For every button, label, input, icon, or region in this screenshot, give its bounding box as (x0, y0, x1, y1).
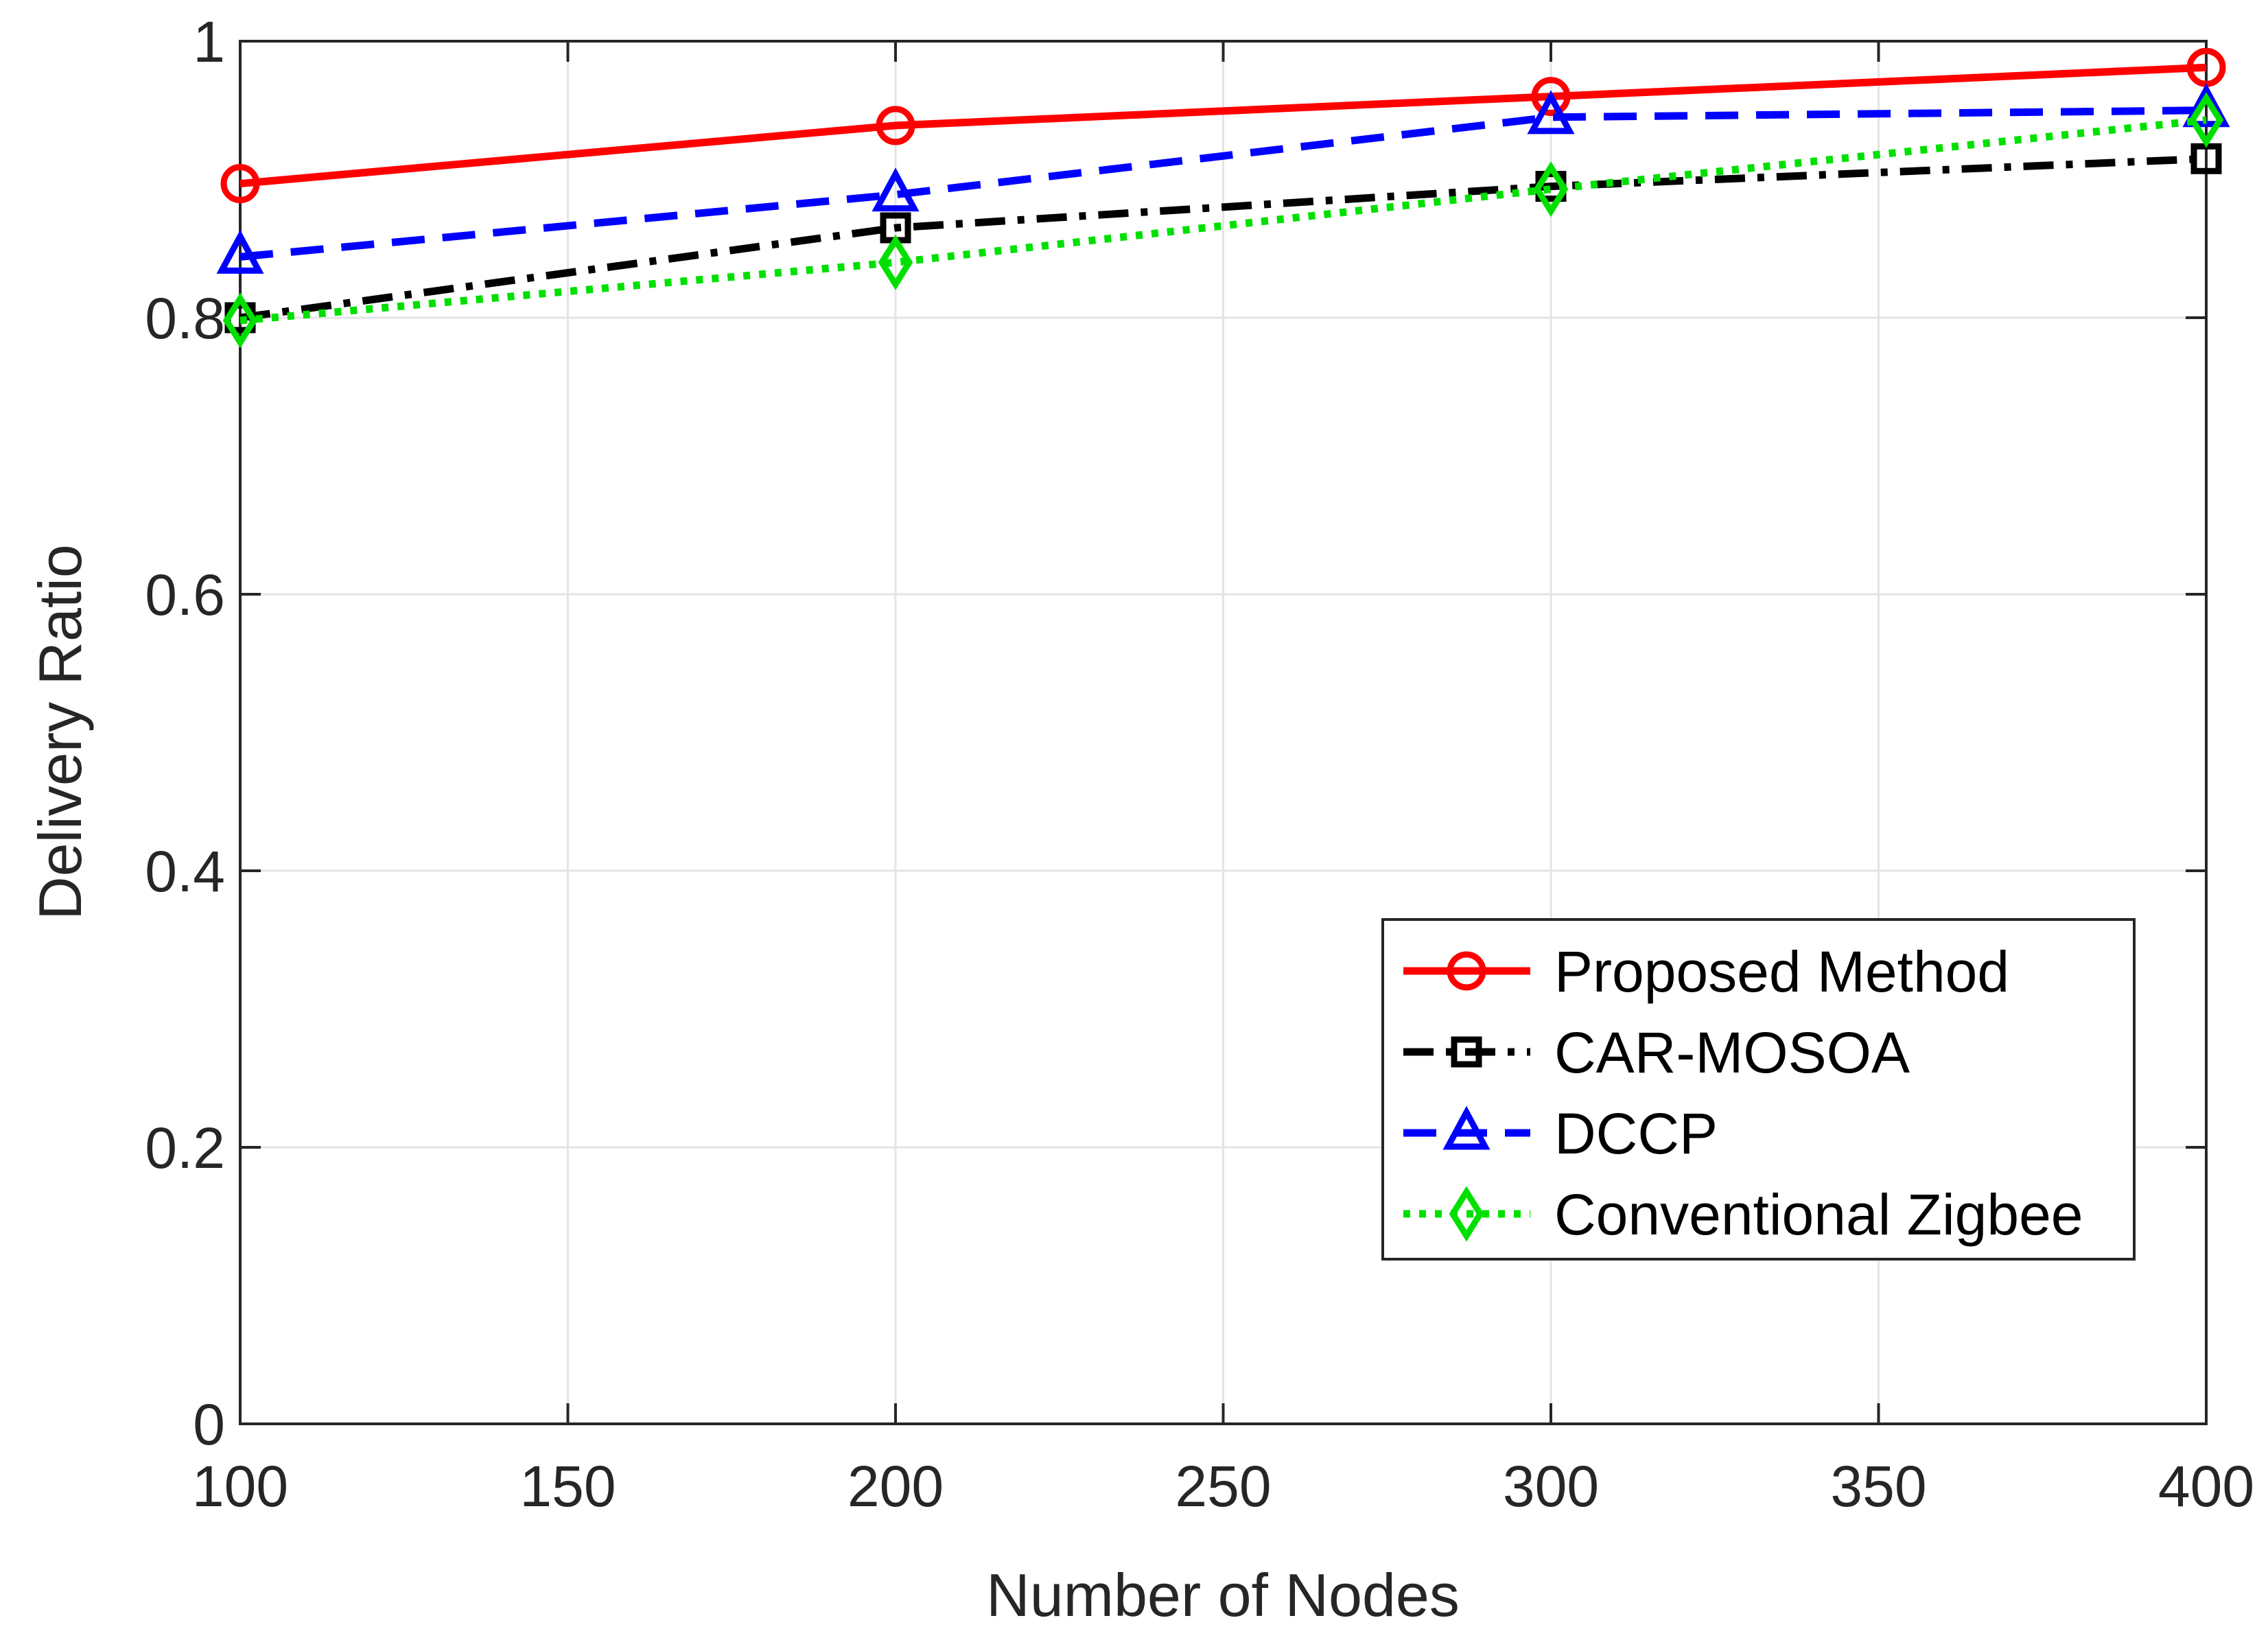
data-point (872, 167, 920, 212)
series-conventional-zigbee (222, 92, 2224, 349)
data-point (1527, 90, 1575, 134)
y-tick-label: 0.4 (145, 839, 225, 904)
x-tick-label: 100 (192, 1454, 288, 1519)
legend-marker (1449, 1186, 1484, 1242)
y-tick-label: 0 (193, 1392, 225, 1457)
data-point (1531, 77, 1571, 117)
x-tick-label: 400 (2158, 1454, 2254, 1519)
series-proposed-method (220, 47, 2226, 204)
legend-label: DCCP (1554, 1101, 1718, 1166)
x-tick-label: 300 (1503, 1454, 1599, 1519)
y-axis-label: Delivery Ratio (26, 544, 94, 920)
legend-marker (1442, 1105, 1490, 1150)
legend-item: Conventional Zigbee (1403, 1182, 2083, 1247)
y-tick-label: 0.6 (145, 563, 225, 627)
series-line (239, 154, 2207, 322)
data-point (216, 229, 264, 274)
legend-marker (1447, 951, 1486, 991)
y-tick-label: 0.8 (145, 286, 225, 351)
series-group (216, 47, 2230, 349)
data-point (876, 106, 915, 145)
legend: Proposed Method CAR-MOSOA DCCP Conventional… (1381, 918, 2136, 1261)
legend-label: Proposed Method (1554, 939, 2009, 1004)
legend-box (1381, 918, 2136, 1261)
data-point (878, 234, 913, 290)
legend-label: Conventional Zigbee (1554, 1182, 2083, 1247)
series-line (239, 63, 2207, 188)
x-tick-label: 250 (1175, 1454, 1271, 1519)
data-point (222, 292, 258, 349)
legend-item: Proposed Method (1403, 939, 2009, 1004)
y-tick-label: 1 (193, 10, 225, 74)
x-axis-label: Number of Nodes (986, 1561, 1460, 1629)
y-tick-label: 0.2 (145, 1116, 225, 1180)
series-line (239, 116, 2207, 325)
data-point (2182, 83, 2230, 128)
legend-item: DCCP (1403, 1101, 1718, 1166)
data-point (220, 164, 260, 204)
x-tick-label: 200 (847, 1454, 944, 1519)
legend-item: CAR-MOSOA (1403, 1020, 1910, 1085)
data-point (2188, 92, 2224, 148)
series-line (239, 106, 2207, 261)
legend-label: CAR-MOSOA (1554, 1020, 1910, 1085)
x-tick-label: 150 (519, 1454, 616, 1519)
data-point (1533, 161, 1569, 218)
axis-ticks: 100 150 200 250 300 350 400 0 0.2 0.4 0.6 0.8 1 (145, 10, 2254, 1519)
series-dccp (216, 83, 2230, 274)
x-tick-label: 350 (1830, 1454, 1926, 1519)
legend-marker (1451, 1036, 1482, 1068)
